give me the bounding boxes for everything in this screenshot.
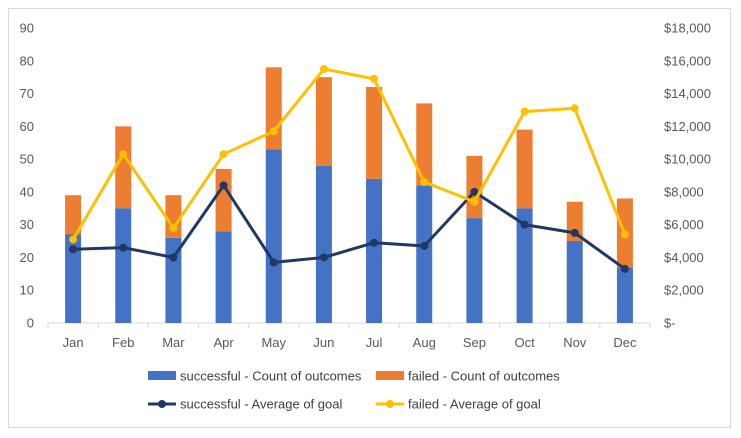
legend-label: successful - Average of goal (180, 397, 342, 412)
x-tick-label: Jul (366, 335, 383, 350)
x-tick-label: Aug (413, 335, 436, 350)
bar (366, 87, 383, 179)
bar (566, 241, 583, 323)
bar (466, 218, 483, 323)
y2-tick-label: $8,000 (664, 184, 704, 199)
y2-tick-label: $- (664, 316, 676, 331)
line-marker (520, 220, 529, 229)
y2-tick-label: $14,000 (664, 86, 711, 101)
bar (466, 155, 483, 219)
line-marker (269, 258, 278, 267)
bar (416, 103, 433, 186)
x-tick-label: May (261, 335, 286, 350)
x-tick-label: Mar (162, 335, 185, 350)
legend-swatch (148, 371, 176, 380)
y2-tick-label: $10,000 (664, 152, 711, 167)
line-marker (169, 253, 178, 262)
legend-swatch (376, 371, 404, 380)
bar (315, 165, 332, 323)
line-marker (319, 253, 328, 262)
legend-label: successful - Count of outcomes (180, 369, 362, 384)
line-marker (570, 228, 579, 237)
line-marker (520, 107, 529, 116)
bar (115, 208, 132, 323)
bar (115, 126, 132, 209)
bar (366, 178, 383, 323)
legend-label: failed - Average of goal (408, 397, 541, 412)
line-marker (420, 178, 429, 187)
line-marker (269, 127, 278, 136)
line-marker (470, 197, 479, 206)
y-tick-label: 0 (27, 316, 34, 331)
x-tick-label: Jun (313, 335, 334, 350)
bar (165, 237, 182, 323)
bar (616, 267, 633, 323)
legend-marker (386, 400, 394, 408)
y-axis-right: $- $2,000 $4,000 $6,000 $8,000 $10,000 $12,000… (664, 21, 711, 331)
line-marker (119, 150, 128, 159)
x-tick-label: Apr (213, 335, 234, 350)
y2-tick-label: $2,000 (664, 283, 704, 298)
bar (315, 77, 332, 166)
y2-tick-label: $16,000 (664, 53, 711, 68)
line-marker (420, 241, 429, 250)
x-tick-label: Oct (514, 335, 535, 350)
y-tick-label: 80 (20, 53, 34, 68)
line-marker (620, 230, 629, 239)
line-marker (370, 74, 379, 83)
line-marker (169, 223, 178, 232)
bars (65, 67, 633, 323)
bar (65, 195, 82, 235)
y-tick-label: 90 (20, 21, 34, 36)
x-tick-label: Dec (613, 335, 637, 350)
x-tick-label: Sep (463, 335, 486, 350)
line-marker (620, 264, 629, 273)
x-tick-label: Jan (63, 335, 84, 350)
y-tick-label: 20 (20, 250, 34, 265)
line-marker (370, 238, 379, 247)
line-marker (319, 64, 328, 73)
bar (416, 185, 433, 323)
series-line (73, 183, 626, 271)
bar (265, 67, 282, 150)
x-tick-label: Nov (563, 335, 587, 350)
y-axis-left: 0 10 20 30 40 50 60 70 80 90 (20, 21, 34, 331)
bar (215, 168, 232, 232)
bar (65, 234, 82, 323)
line-marker (69, 245, 78, 254)
x-tick-label: Feb (112, 335, 134, 350)
bar (516, 129, 533, 209)
y-tick-label: 60 (20, 119, 34, 134)
y2-tick-label: $12,000 (664, 119, 711, 134)
line-marker (219, 181, 228, 190)
y-tick-label: 10 (20, 283, 34, 298)
y-tick-label: 50 (20, 152, 34, 167)
bar (265, 149, 282, 323)
legend-label: failed - Count of outcomes (408, 369, 560, 384)
line-marker (470, 187, 479, 196)
bar (165, 195, 182, 238)
y-tick-label: 30 (20, 217, 34, 232)
line-marker (219, 150, 228, 159)
bar (215, 231, 232, 323)
line-marker (570, 104, 579, 113)
bar (516, 208, 533, 323)
y2-tick-label: $4,000 (664, 250, 704, 265)
lines (69, 64, 629, 273)
y2-tick-label: $18,000 (664, 21, 711, 36)
y2-tick-label: $6,000 (664, 217, 704, 232)
x-axis: Jan Feb Mar Apr May Jun Jul Aug Sep Oct Nov Dec (47, 323, 651, 350)
y-tick-label: 70 (20, 86, 34, 101)
legend: successful - Count of outcomes failed - C… (148, 369, 560, 412)
line-marker (69, 235, 78, 244)
y-tick-label: 40 (20, 184, 34, 199)
series-line (71, 67, 627, 241)
legend-marker (158, 400, 166, 408)
line-marker (119, 243, 128, 252)
